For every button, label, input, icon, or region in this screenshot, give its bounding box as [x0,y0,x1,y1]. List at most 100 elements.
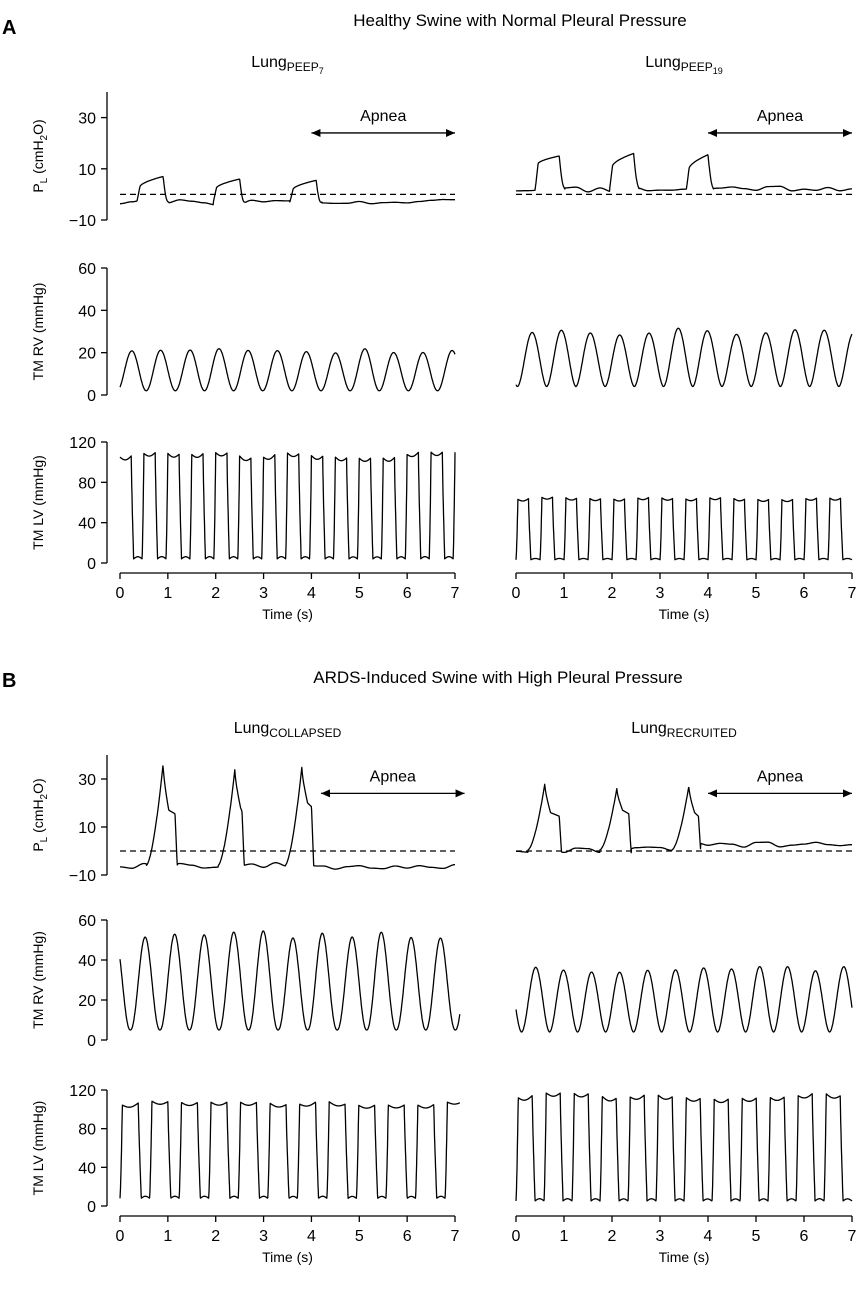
chart2-x-tick-label-2: 2 [211,1228,220,1245]
chart0-y-tick-label-1-1: 20 [78,346,96,363]
chart3-apnea-head-right [843,789,852,798]
chart3-apnea-head-left [708,789,717,798]
chart3-row-lv [515,1092,853,1202]
chart0-y-tick-label-0-0: −10 [69,213,96,230]
chart2-y-tick-label-2-1: 40 [78,1160,96,1177]
chart0-trace-pl [119,175,456,206]
chart0-y-tick-label-2-2: 80 [78,475,96,492]
chart2-x-tick-label-4: 4 [307,1228,316,1245]
chart0-x-label: Time (s) [262,606,313,622]
chart2-x-tick-label-7: 7 [451,1228,460,1245]
chart0-y-tick-label-1-0: 0 [87,388,96,405]
chart2-x-tick-label-6: 6 [403,1228,412,1245]
chart0-x-tick-label-3: 3 [259,585,268,602]
chart2-y-label-2: TM LV (mmHg) [30,1101,46,1196]
chart1-trace-rv [515,327,853,388]
chart1-x-tick-label-0: 0 [512,585,521,602]
chart0-row-pl: −10 10 30 PL (cmH2O) Apnea [30,92,456,230]
chart1-column-title: LungPEEP19 [645,54,723,76]
chart0-y-tick-label-0-2: 30 [78,111,96,128]
chart1-x-tick-label-3: 3 [656,585,665,602]
chart2-y-tick-label-2-3: 120 [69,1083,96,1100]
chart0-x-axis: 0 1 2 3 4 5 6 7 Time (s) [116,572,460,622]
chart0-apnea-head-left [311,128,321,137]
chart0-x-tick-label-4: 4 [307,585,316,602]
chart2-y-tick-label-0-0: −10 [69,868,96,885]
chart3-x-axis: 0 1 2 3 4 5 6 7 Time (s) [512,1215,857,1265]
chart3-apnea-label: Apnea [757,768,803,785]
chart2-column-title: LungCOLLAPSED [234,720,342,740]
chart0-y-tick-label-2-1: 40 [78,516,96,533]
chart0-apnea-head-right [446,128,455,137]
chart0-y-tick-label-2-0: 0 [87,556,96,573]
chart2-y-tick-label-1-0: 0 [87,1033,96,1050]
chart0-y-tick-label-1-2: 40 [78,303,96,320]
chart1-x-label: Time (s) [659,606,710,622]
chart2-row-pl: −10 10 30 PL (cmH2O) Apnea [30,755,465,885]
chart0-y-label-1: TM RV (mmHg) [30,283,46,381]
chart3-x-label: Time (s) [659,1249,710,1265]
chart2-y-label-1: TM RV (mmHg) [30,931,46,1029]
chart3-x-tick-label-6: 6 [800,1228,809,1245]
chart2-y-tick-label-0-2: 30 [78,772,96,789]
panel-a-letter: A [2,17,16,39]
chart1-row-lv [515,496,853,561]
chart0-y-label-0: PL (cmH2O) [30,119,50,192]
chart0-row-rv: 0 20 40 60 TM RV (mmHg) [30,261,456,405]
chart0-y-tick-label-2-3: 120 [69,435,96,452]
chart0-y-tick-label-1-3: 60 [78,261,96,278]
chart2-trace-lv [119,1100,461,1199]
panel-b-letter: B [2,670,16,692]
chart3-trace-pl [515,783,853,854]
chart2-x-tick-label-5: 5 [355,1228,364,1245]
chart3-x-tick-label-4: 4 [704,1228,713,1245]
chart0-x-tick-label-2: 2 [211,585,220,602]
chart0-x-tick-label-0: 0 [116,585,125,602]
chart0-x-tick-label-6: 6 [403,585,412,602]
chart3-trace-rv [515,965,853,1033]
chart1-apnea-label: Apnea [757,108,803,125]
chart0-y-label-2: TM LV (mmHg) [30,455,46,550]
chart1-trace-lv [515,496,853,561]
chart3-x-tick-label-0: 0 [512,1228,521,1245]
chart3-x-tick-label-2: 2 [608,1228,617,1245]
chart2-y-tick-label-1-2: 40 [78,953,96,970]
chart2-apnea-head-left [321,789,330,798]
panel-a-title: Healthy Swine with Normal Pleural Pressu… [353,11,687,30]
chart2-y-tick-label-2-0: 0 [87,1199,96,1216]
chart3-x-tick-label-3: 3 [656,1228,665,1245]
chart1-x-tick-label-5: 5 [752,585,761,602]
chart3-row-rv [515,965,853,1033]
chart1-x-axis: 0 1 2 3 4 5 6 7 Time (s) [512,572,857,622]
chart2-row-rv: 0 20 40 60 TM RV (mmHg) [30,913,461,1050]
chart0-trace-rv [119,348,456,392]
chart1-x-tick-label-1: 1 [560,585,569,602]
chart2-trace-rv [119,930,461,1031]
panel-b-title: ARDS-Induced Swine with High Pleural Pre… [313,668,682,687]
chart1-apnea-head-right [843,128,852,137]
chart0-column-title: LungPEEP7 [251,54,324,76]
chart1-x-tick-label-4: 4 [704,585,713,602]
chart1-x-tick-label-2: 2 [608,585,617,602]
chart2-y-tick-label-1-3: 60 [78,913,96,930]
chart1-apnea-head-left [708,128,717,137]
chart3-trace-lv [515,1092,853,1202]
chart1-x-tick-label-7: 7 [848,585,857,602]
chart0-x-tick-label-7: 7 [451,585,460,602]
chart2-apnea-label: Apnea [370,768,416,785]
chart3-x-tick-label-1: 1 [560,1228,569,1245]
chart2-y-label-0: PL (cmH2O) [30,778,50,851]
chart3-x-tick-label-7: 7 [848,1228,857,1245]
chart2-x-axis: 0 1 2 3 4 5 6 7 Time (s) [116,1215,460,1265]
chart0-x-tick-label-5: 5 [355,585,364,602]
chart2-apnea-head-right [455,789,465,798]
chart3-row-pl: Apnea [515,768,853,854]
chart0-row-lv: 0 40 80 120 TM LV (mmHg) [30,435,456,573]
chart2-y-tick-label-2-2: 80 [78,1122,96,1139]
chart2-y-tick-label-0-1: 10 [78,820,96,837]
chart2-y-tick-label-1-1: 20 [78,993,96,1010]
chart3-x-tick-label-5: 5 [752,1228,761,1245]
chart2-x-tick-label-1: 1 [163,1228,172,1245]
chart0-x-tick-label-1: 1 [163,585,172,602]
